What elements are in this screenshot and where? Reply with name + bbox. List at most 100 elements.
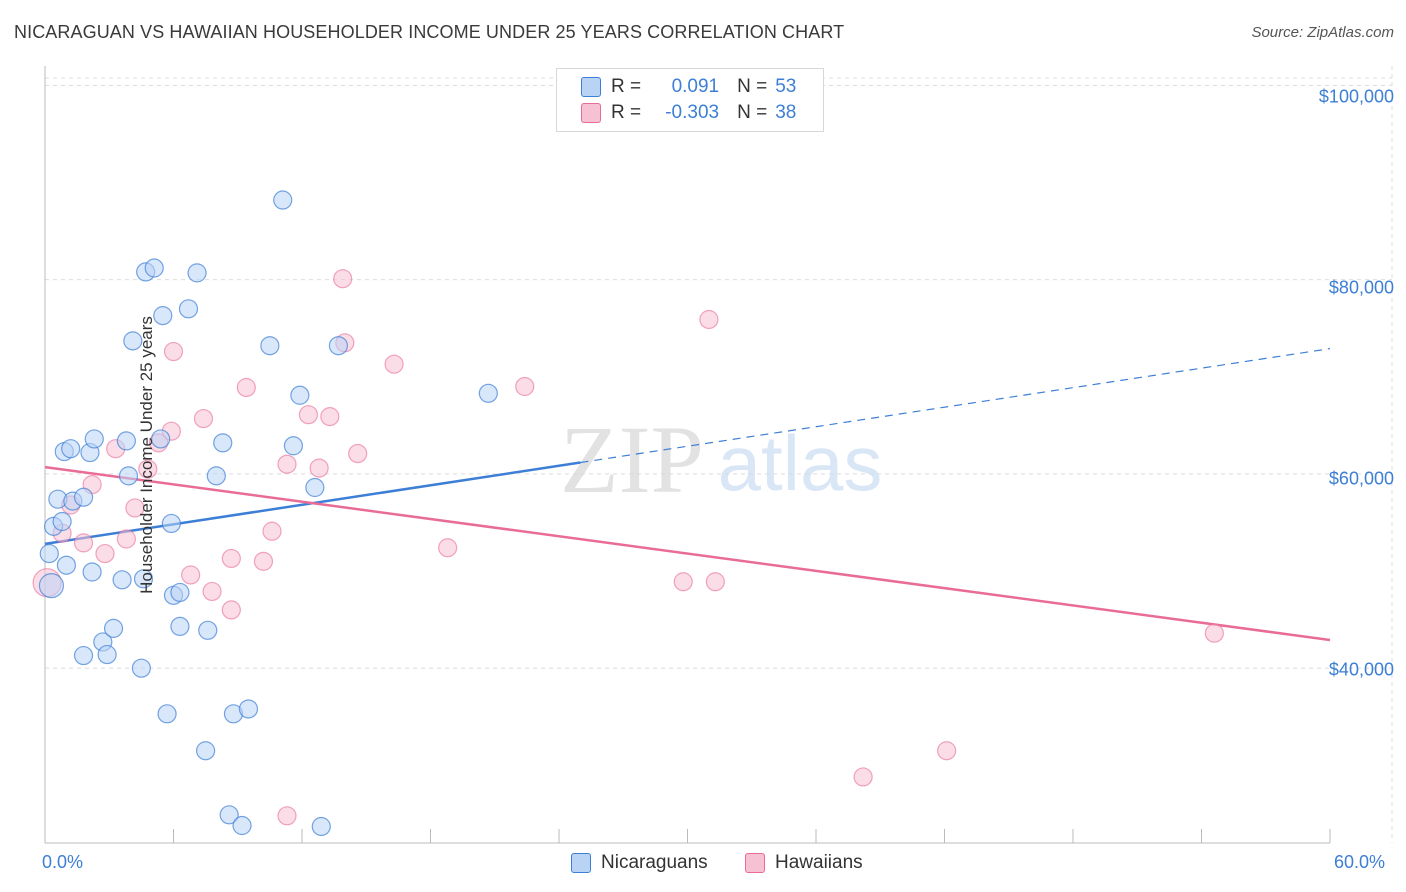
hawaiians-point (221, 548, 241, 569)
hawaiians-point (320, 407, 340, 427)
hawaiians-point (937, 741, 957, 761)
nicaraguans-point (219, 805, 239, 825)
legend-n-value: 38 (775, 102, 797, 123)
legend-swatch-pink (745, 853, 765, 873)
legend-n-label: N = (737, 102, 768, 123)
hawaiians-point (116, 529, 136, 549)
hawaiians-point (277, 454, 297, 474)
legend-r-label: R = (611, 76, 642, 97)
y-tick-label: $80,000 (1328, 277, 1394, 298)
legend-label-hawaiians: Hawaiians (775, 852, 863, 873)
nicaraguans-point (196, 741, 216, 761)
trend-lines (44, 348, 1331, 642)
nicaraguans-point (133, 569, 154, 589)
legend-row-nicaraguans: R = 0.091 N = 53 (581, 75, 796, 99)
hawaiians-point (673, 572, 693, 592)
hawaiians-point (298, 405, 319, 425)
legend-n-label: N = (737, 76, 768, 97)
hawaiians-point (221, 600, 241, 620)
legend-r-value: -0.303 (665, 102, 720, 123)
hawaiians-point (1204, 623, 1224, 643)
hawaiians-point (262, 521, 282, 541)
nicaraguans-point (170, 582, 190, 603)
nicaraguans-point (38, 573, 65, 599)
nicaraguans-point (39, 543, 59, 564)
nicaraguans-point (151, 429, 171, 449)
nicaraguans-point (187, 263, 207, 283)
series-legend: Nicaraguans Hawaiians (0, 852, 1406, 878)
legend-row-hawaiians: R = -0.303 N = 38 (581, 101, 796, 125)
nicaraguans-point (144, 258, 164, 278)
correlation-legend: R = 0.091 N = 53 R = -0.303 N = 38 (556, 68, 824, 132)
nicaraguans-points (38, 190, 498, 837)
hawaiians-point (277, 806, 297, 826)
hawaiians-point (236, 377, 256, 398)
nicaraguans-point (232, 815, 252, 836)
hawaiians-point (853, 767, 873, 787)
legend-item-nicaraguans: Nicaraguans (571, 852, 708, 874)
nicaraguans-point (213, 433, 233, 453)
nicaraguans-point (52, 511, 72, 532)
nicaraguans-point (112, 570, 132, 590)
x-tick-label-min: 0.0% (42, 852, 84, 872)
legend-label-nicaraguans: Nicaraguans (601, 852, 708, 873)
watermark-atlas: atlas (718, 419, 883, 507)
nicaraguans-trend-extension (580, 348, 1331, 464)
axes (44, 66, 1331, 844)
hawaiians-point (73, 533, 94, 553)
nicaraguans-point (116, 431, 136, 451)
y-tick-label: $100,000 (1318, 86, 1394, 107)
nicaraguans-point (170, 616, 190, 637)
nicaraguans-point (157, 704, 177, 724)
nicaraguans-point (206, 466, 226, 486)
hawaiians-point (253, 551, 274, 571)
hawaiians-point (699, 309, 719, 330)
nicaraguans-point (283, 436, 304, 456)
nicaraguans-point (161, 513, 181, 534)
nicaraguans-point (260, 336, 280, 356)
legend-n-value: 53 (775, 76, 797, 97)
chart-title: NICARAGUAN VS HAWAIIAN HOUSEHOLDER INCOM… (14, 22, 845, 42)
nicaraguans-point (131, 658, 151, 678)
nicaraguans-point (178, 299, 199, 319)
hawaiians-point (181, 565, 201, 585)
hawaiians-point (384, 354, 404, 374)
legend-item-hawaiians: Hawaiians (745, 852, 863, 874)
legend-r-label: R = (611, 102, 642, 123)
nicaraguans-point (82, 562, 102, 582)
y-axis-label: Householder Income Under 25 years (136, 316, 156, 594)
legend-swatch-blue (571, 853, 591, 873)
nicaraguans-point (198, 620, 218, 640)
nicaraguans-point (73, 645, 94, 666)
hawaiians-points (32, 269, 1224, 826)
hawaiians-point (125, 498, 145, 518)
nicaraguans-point (305, 477, 325, 498)
nicaraguans-point (84, 429, 104, 449)
nicaraguans-point (290, 385, 310, 405)
legend-swatch-blue (581, 77, 601, 97)
nicaraguans-point (328, 336, 349, 356)
nicaraguans-point (153, 306, 173, 326)
y-tick-label: $40,000 (1328, 659, 1394, 680)
nicaraguans-point (311, 816, 331, 837)
nicaraguans-point (273, 190, 293, 210)
hawaiians-point (705, 572, 725, 592)
nicaraguans-point (61, 439, 81, 459)
hawaiians-point (348, 443, 368, 464)
hawaiians-trend-line (44, 465, 1331, 642)
y-tick-label: $60,000 (1328, 468, 1394, 489)
nicaraguans-point (73, 487, 94, 507)
legend-r-value: 0.091 (671, 76, 720, 97)
hawaiians-point (309, 458, 329, 478)
x-tick-label-max: 60.0% (1334, 852, 1386, 872)
nicaraguans-point (97, 644, 117, 665)
gridlines (45, 66, 1393, 843)
nicaraguans-point (123, 331, 143, 351)
nicaraguans-point (238, 699, 259, 719)
hawaiians-point (163, 341, 184, 362)
hawaiians-point (438, 538, 458, 558)
watermark-zip: ZIP (560, 406, 704, 513)
hawaiians-point (193, 408, 214, 429)
nicaraguans-point (478, 383, 498, 403)
